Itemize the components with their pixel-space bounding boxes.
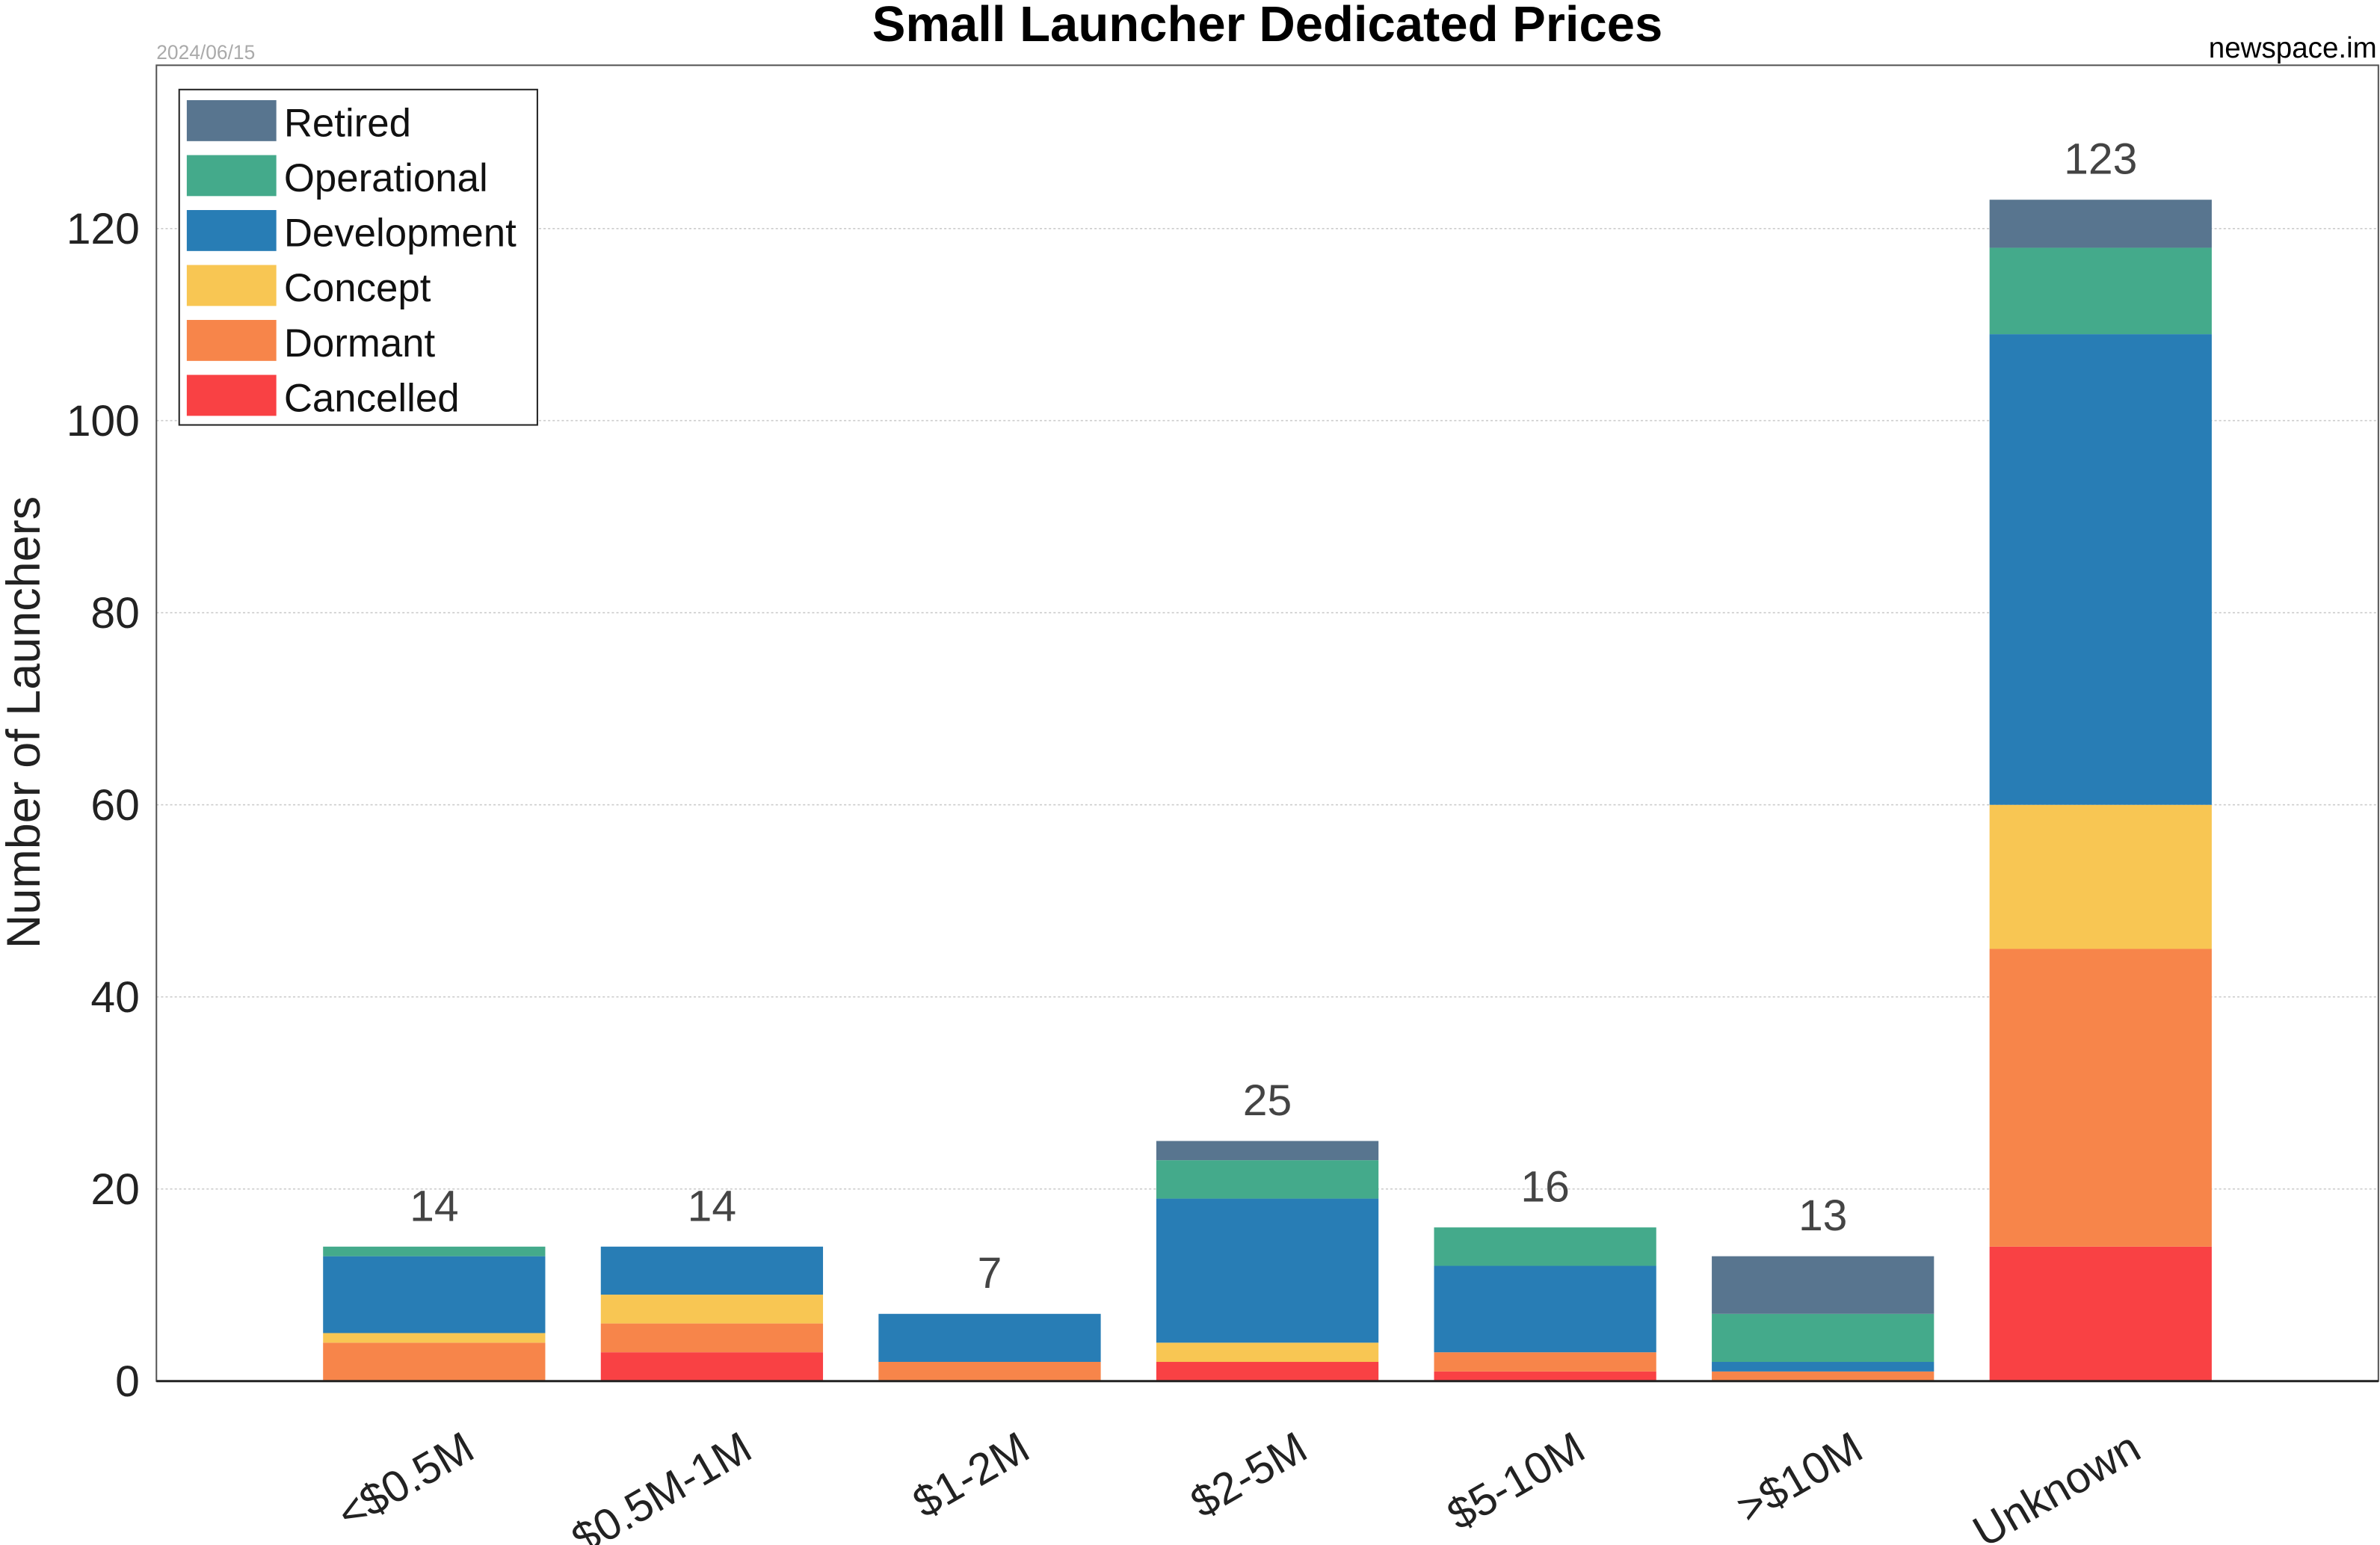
bar-segment-cancelled	[1434, 1371, 1656, 1381]
x-tick-label: $1-2M	[905, 1423, 1038, 1528]
x-tick-label: $5-10M	[1440, 1423, 1593, 1540]
bar-segment-cancelled	[1989, 1246, 2212, 1381]
x-tick-label: >$10M	[1729, 1423, 1871, 1533]
legend-label: Retired	[284, 102, 411, 146]
bar-segment-retired	[1989, 200, 2212, 248]
chart-title: Small Launcher Dedicated Prices	[872, 0, 1663, 52]
y-tick-label: 0	[115, 1357, 140, 1406]
bar-total-label: 14	[688, 1182, 736, 1230]
bar-segment-dormant	[600, 1323, 824, 1353]
bar-segment-development	[878, 1313, 1101, 1363]
legend: Retired Operational Development Concept Dorm…	[178, 88, 538, 426]
legend-swatch-concept	[186, 265, 277, 306]
legend-swatch-dormant	[186, 320, 277, 361]
legend-swatch-retired	[186, 100, 277, 141]
legend-label: Dormant	[284, 321, 436, 366]
bar-segment-retired	[1712, 1256, 1934, 1314]
bar-segment-concept	[600, 1295, 824, 1324]
bar-segment-dormant	[323, 1342, 546, 1381]
bar-total-label: 123	[2064, 135, 2137, 184]
legend-swatch-cancelled	[186, 374, 277, 416]
legend-box	[178, 88, 538, 426]
bar-segment-concept	[1156, 1342, 1379, 1363]
legend-label: Operational	[284, 156, 488, 200]
bar-segment-cancelled	[1156, 1362, 1379, 1381]
bar-segment-dormant	[1712, 1371, 1934, 1381]
chart-source: newspace.im	[2209, 32, 2377, 64]
bar-segment-operational	[1712, 1313, 1934, 1363]
y-tick-label: 120	[67, 205, 140, 253]
y-tick-label: 80	[90, 589, 140, 638]
legend-swatch-development	[186, 210, 277, 251]
bar-segment-operational	[1434, 1227, 1656, 1266]
bar-segment-dormant	[1989, 949, 2212, 1247]
y-tick-label: 60	[90, 781, 140, 830]
legend-label: Concept	[284, 266, 431, 310]
bar-segment-development	[323, 1256, 546, 1333]
x-tick-label: $2-5M	[1183, 1423, 1315, 1528]
bar-total-label: 13	[1798, 1191, 1848, 1240]
bar-segment-development	[600, 1246, 824, 1295]
bar-segment-concept	[323, 1333, 546, 1343]
x-tick-label: Unknown	[1965, 1423, 2148, 1545]
bar-total-label: 16	[1520, 1163, 1570, 1212]
bar-segment-dormant	[878, 1362, 1101, 1381]
y-axis-label: Number of Launchers	[0, 496, 50, 949]
bar-segment-operational	[1989, 247, 2212, 335]
bar-segment-dormant	[1434, 1352, 1656, 1372]
legend-label: Cancelled	[284, 376, 460, 420]
y-tick-label: 100	[67, 397, 140, 445]
bar-segment-concept	[1989, 804, 2212, 949]
x-tick-label: <$0.5M	[330, 1423, 482, 1539]
bar-total-label: 7	[978, 1249, 1002, 1298]
bar-segment-retired	[1156, 1141, 1379, 1161]
x-tick-label: $0.5M-1M	[564, 1423, 759, 1545]
bar-segment-development	[1156, 1198, 1379, 1343]
bar-total-label: 25	[1243, 1076, 1292, 1125]
bar-segment-operational	[323, 1246, 546, 1256]
bar-segment-development	[1712, 1362, 1934, 1372]
bar-segment-development	[1989, 334, 2212, 805]
legend-label: Development	[284, 212, 517, 256]
bar-segment-development	[1434, 1265, 1656, 1353]
bar-segment-cancelled	[600, 1352, 824, 1381]
bar-total-label: 14	[410, 1182, 459, 1230]
y-tick-label: 20	[90, 1165, 140, 1214]
y-tick-label: 40	[90, 973, 140, 1022]
chart-date: 2024/06/15	[156, 41, 255, 64]
bar-segment-operational	[1156, 1160, 1379, 1199]
legend-swatch-operational	[186, 155, 277, 197]
